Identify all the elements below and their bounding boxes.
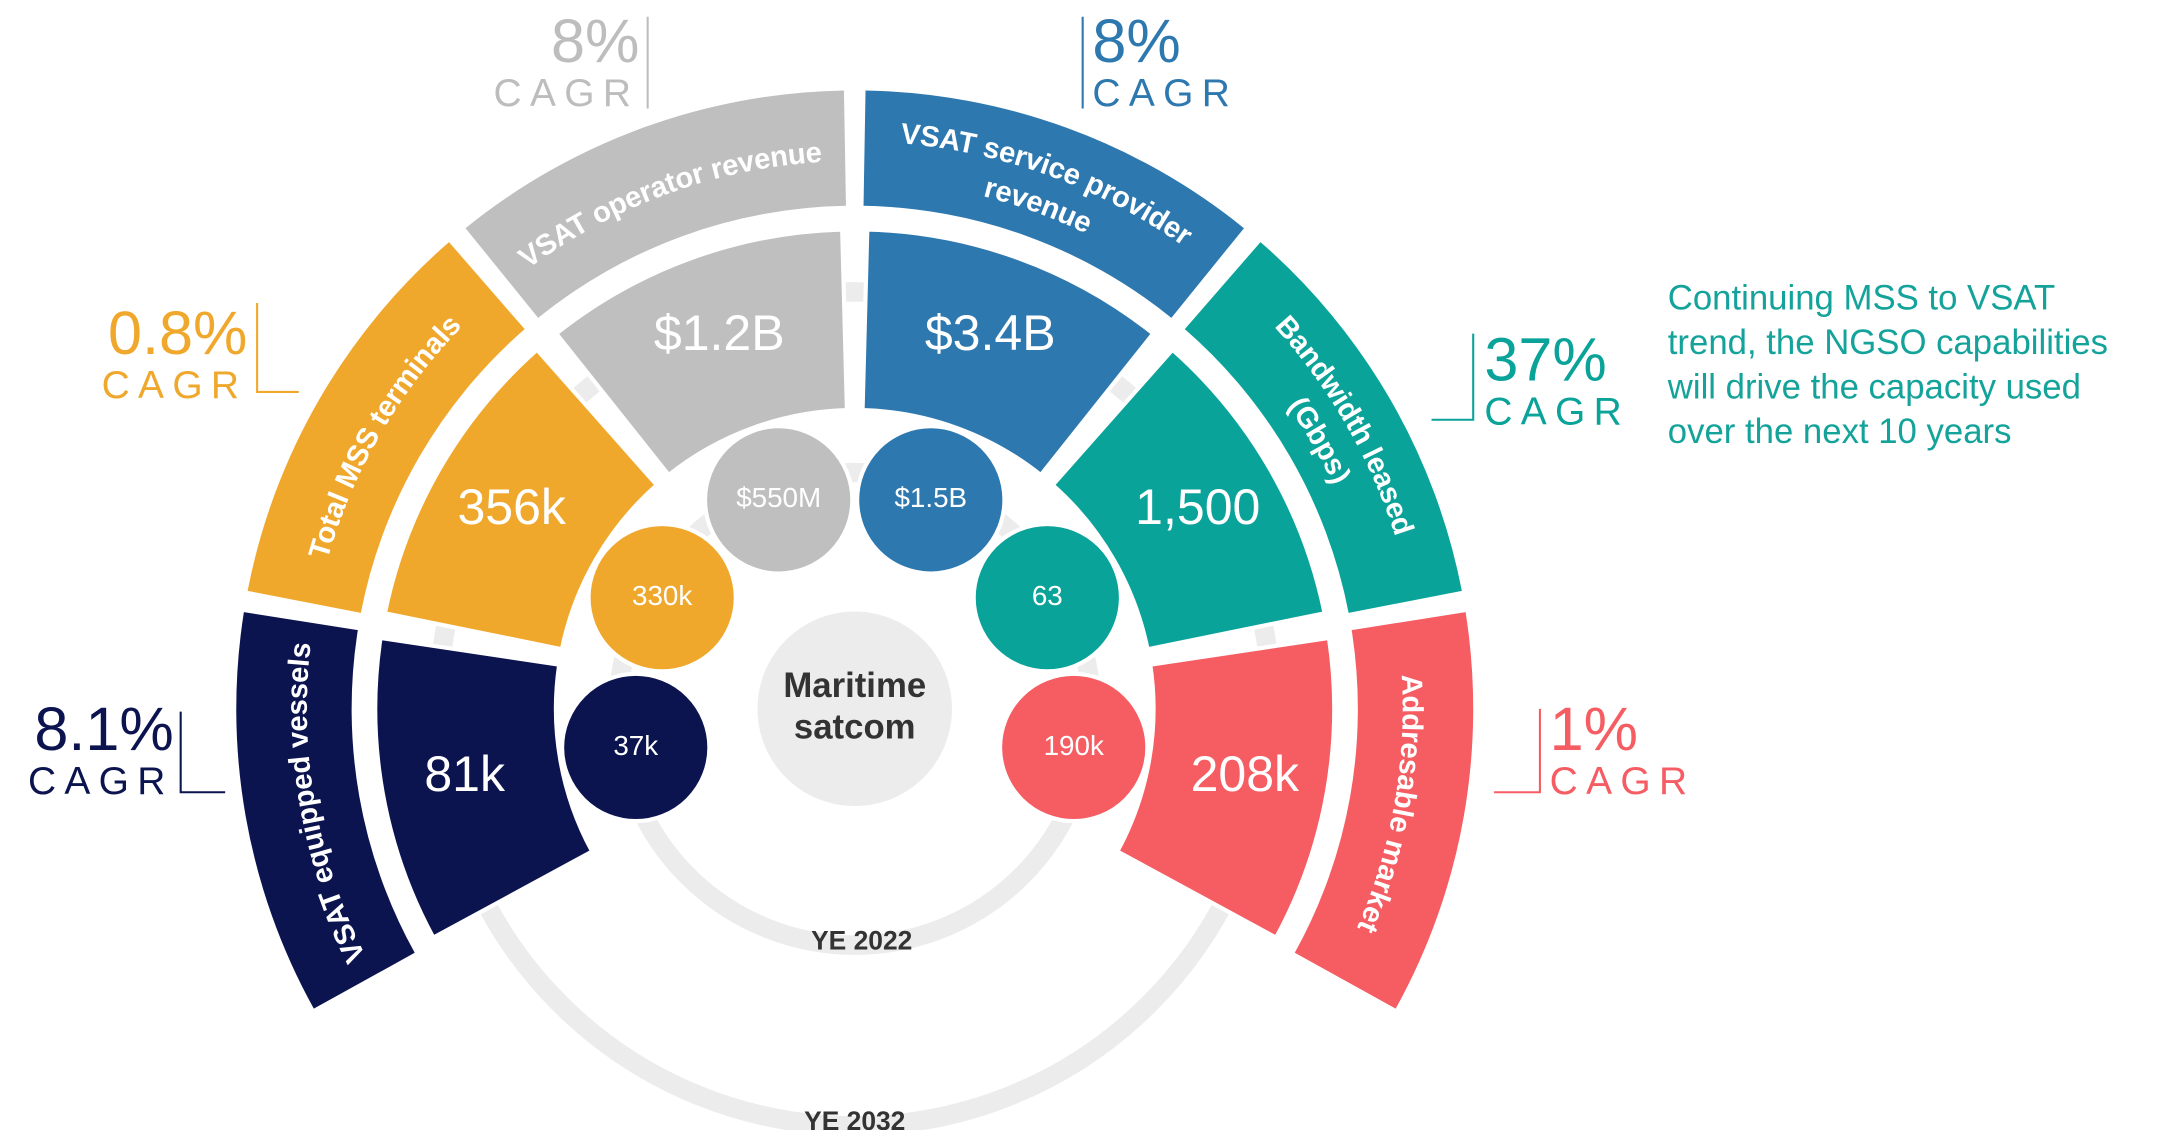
cagr-connector <box>1431 333 1475 421</box>
value-2032-sector <box>1114 635 1337 941</box>
cagr-unit: CAGR <box>1092 72 1238 115</box>
cagr-connector <box>1494 708 1541 794</box>
value-2022: $1.5B <box>894 482 967 513</box>
value-2032: 1,500 <box>1135 479 1260 535</box>
note-line: Continuing MSS to VSAT <box>1668 279 2055 317</box>
cagr-unit: CAGR <box>1484 390 1630 433</box>
label-band <box>247 242 525 613</box>
center-label: Maritime satcom <box>783 667 926 747</box>
value-2022: $550M <box>736 482 821 513</box>
label-band <box>863 90 1244 318</box>
cagr-value: 8.1% <box>34 695 173 763</box>
center-label-line: satcom <box>794 709 916 747</box>
value-2022-circle <box>997 671 1150 824</box>
value-2022: 63 <box>1032 580 1063 611</box>
value-2032: $1.2B <box>654 305 785 361</box>
value-2032-sector <box>382 346 660 652</box>
cagr-value: 8% <box>1092 7 1180 75</box>
cagr-connector <box>179 711 226 794</box>
value-2022: 190k <box>1044 730 1104 761</box>
value-2032: 208k <box>1191 746 1300 802</box>
label-band <box>236 612 415 1009</box>
center-label-line: Maritime <box>783 667 926 705</box>
value-2032-sector <box>373 635 595 941</box>
value-2022-circle <box>855 424 1007 576</box>
cagr-value: 0.8% <box>108 299 247 367</box>
year-label: YE 2032 <box>804 1106 905 1130</box>
note-line: trend, the NGSO capabilities <box>1668 324 2108 362</box>
year-label: YE 2022 <box>811 925 912 955</box>
label-band <box>1184 242 1462 613</box>
value-2032-sector <box>860 227 1157 478</box>
value-2022-circle <box>971 521 1124 674</box>
value-2032-sector <box>553 227 850 478</box>
cagr-connector <box>256 303 299 394</box>
note-line: over the next 10 years <box>1668 413 2012 451</box>
value-2022-circle <box>560 671 712 824</box>
cagr-unit: CAGR <box>28 760 174 803</box>
cagr-unit: CAGR <box>102 364 248 407</box>
note: Continuing MSS to VSAT trend, the NGSO c… <box>1667 279 2108 450</box>
value-2022-circle <box>702 424 855 576</box>
cagr-value: 8% <box>551 7 639 75</box>
cagr-value: 1% <box>1550 695 1638 763</box>
cagr-value: 37% <box>1484 325 1606 393</box>
value-2032-sector <box>1049 346 1328 652</box>
value-2032: 356k <box>457 479 566 535</box>
label-band <box>465 90 846 318</box>
value-2032: 81k <box>424 746 506 802</box>
note-line: will drive the capacity used <box>1667 368 2081 406</box>
value-2022: 330k <box>632 580 692 611</box>
center-circle <box>751 605 958 812</box>
value-2022-circle <box>586 521 738 674</box>
value-2032: $3.4B <box>925 305 1056 361</box>
cagr-unit: CAGR <box>494 72 640 115</box>
label-band <box>1294 612 1474 1009</box>
value-2022: 37k <box>613 730 658 761</box>
cagr-unit: CAGR <box>1550 760 1696 803</box>
